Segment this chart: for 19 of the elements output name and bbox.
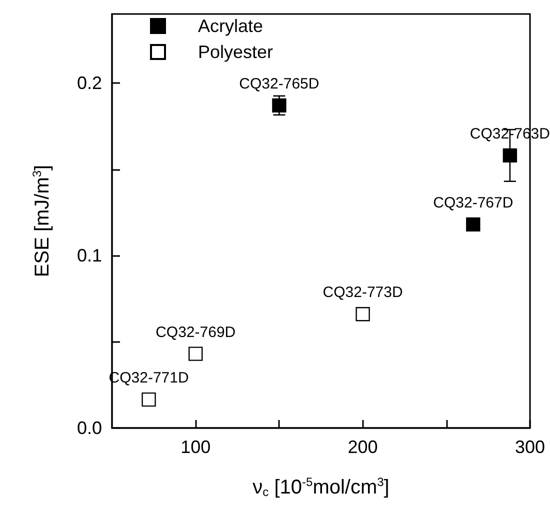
legend-label: Polyester xyxy=(198,42,274,62)
point xyxy=(502,148,518,163)
annotation: CQ32-773D xyxy=(322,284,403,302)
point xyxy=(142,392,156,407)
point xyxy=(188,346,203,361)
x-tick-label: 300 xyxy=(514,437,546,457)
legend-label: Acrylate xyxy=(198,16,264,36)
x-tick-label: 200 xyxy=(348,437,378,457)
point xyxy=(356,307,370,322)
x-tick-label: 100 xyxy=(180,437,211,457)
y-tick-label: 0.2 xyxy=(76,73,102,93)
y-axis-title: ESE [mJ/m3] xyxy=(30,164,54,278)
y-tick-label: 0.1 xyxy=(76,246,102,266)
annotation: CQ32-767D xyxy=(433,194,514,212)
y-tick-label: 0.0 xyxy=(76,418,102,438)
point xyxy=(272,98,286,113)
annotation: CQ32-765D xyxy=(239,75,320,92)
point xyxy=(466,217,480,232)
annotation: CQ32-769D xyxy=(156,324,236,341)
